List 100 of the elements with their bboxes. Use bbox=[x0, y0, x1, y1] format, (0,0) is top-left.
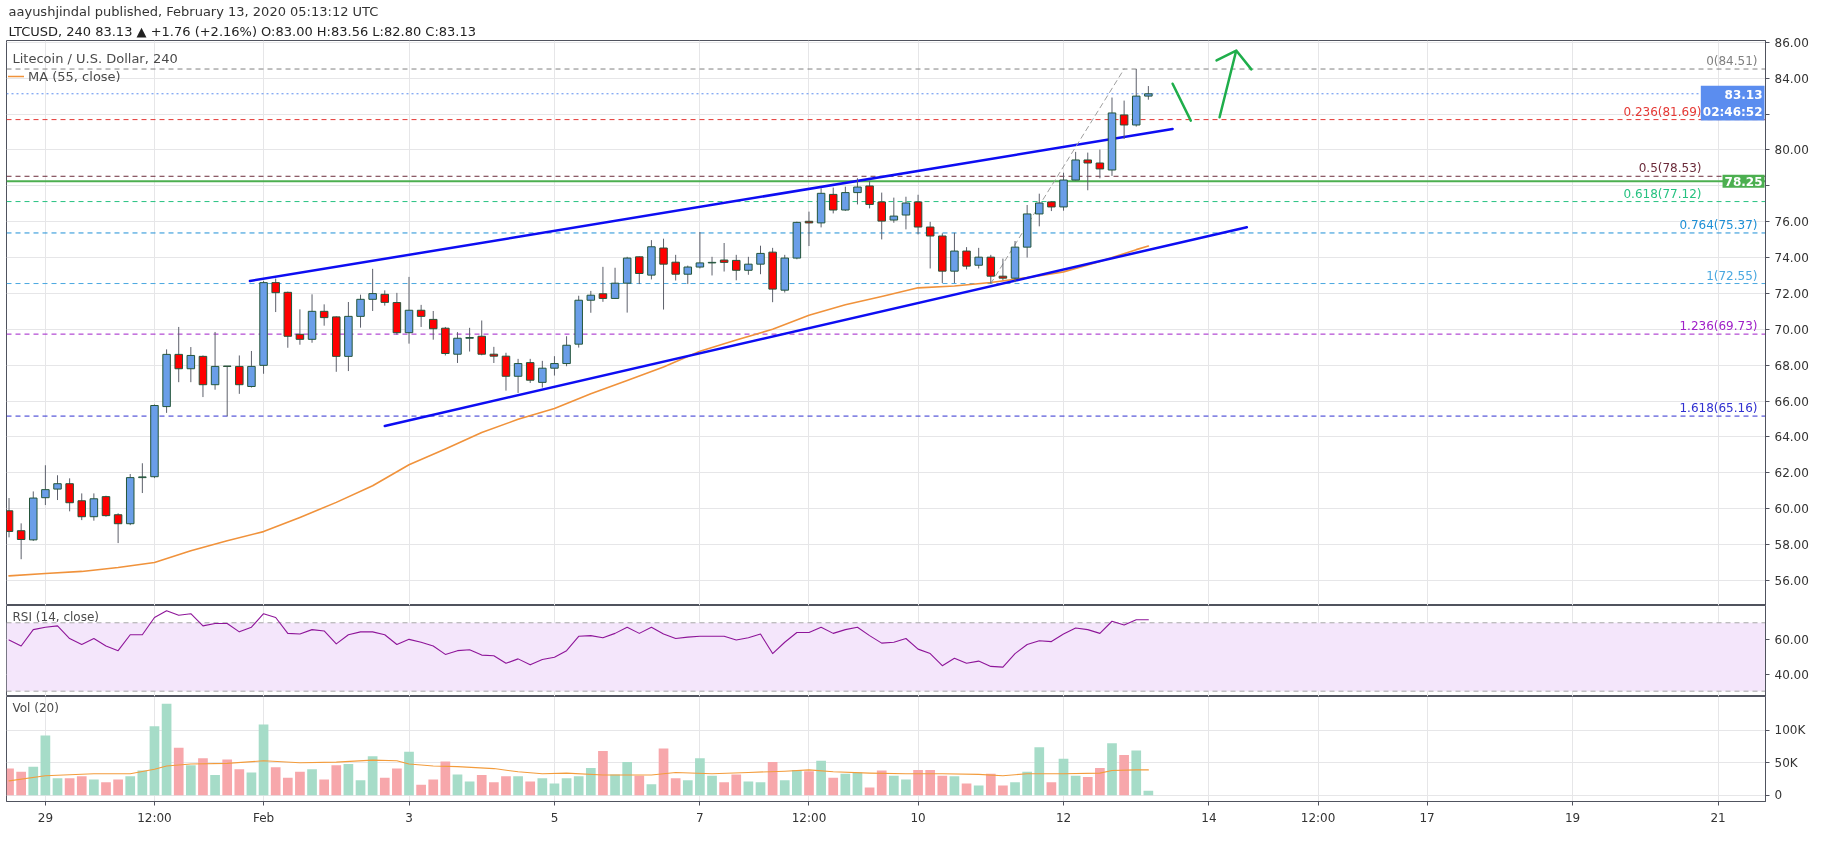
y-tick-label: 68.00 bbox=[1774, 358, 1809, 373]
candlestick bbox=[222, 365, 232, 417]
candlestick bbox=[671, 254, 680, 281]
y-tick-label: 86.00 bbox=[1774, 35, 1809, 50]
ref-line-label: 0(84.51) bbox=[1706, 54, 1758, 69]
bar bbox=[392, 768, 402, 796]
y-tick-label: 62.00 bbox=[1774, 466, 1809, 481]
bar bbox=[767, 762, 778, 796]
candlestick bbox=[89, 492, 99, 522]
bar bbox=[367, 756, 378, 796]
bar bbox=[998, 785, 1008, 796]
y-tick-label: 66.00 bbox=[1774, 394, 1809, 409]
candlestick bbox=[465, 327, 474, 353]
bar bbox=[985, 773, 996, 796]
bar bbox=[416, 784, 426, 796]
candlestick bbox=[368, 268, 377, 312]
candlestick bbox=[550, 355, 559, 377]
candlestick bbox=[501, 352, 511, 392]
y-tick-label: 80.00 bbox=[1774, 143, 1809, 158]
candlestick bbox=[950, 232, 959, 284]
y-tick-label: 76.00 bbox=[1774, 215, 1809, 230]
bar bbox=[210, 775, 220, 796]
candlestick bbox=[901, 196, 911, 230]
candlestick bbox=[562, 335, 571, 367]
ref-line-label: 83.13 02:46:52 bbox=[1702, 87, 1763, 119]
bar bbox=[913, 769, 923, 796]
candlestick bbox=[186, 346, 196, 383]
bar bbox=[185, 765, 196, 796]
bar bbox=[307, 769, 317, 796]
ref-line-label: 1.618(65.16) bbox=[1679, 401, 1758, 416]
line-series bbox=[8, 759, 1149, 782]
bar bbox=[1119, 754, 1129, 796]
legend-label: MA (55, close) bbox=[28, 68, 121, 84]
ref-line-label: 0.5(78.53) bbox=[1638, 161, 1702, 176]
bar bbox=[331, 765, 342, 796]
bar bbox=[101, 782, 111, 796]
candlestick bbox=[356, 294, 365, 329]
bar bbox=[888, 775, 899, 796]
candlestick bbox=[635, 255, 644, 285]
ref-line-label: 1(72.55) bbox=[1706, 268, 1758, 283]
candlestick bbox=[732, 254, 741, 281]
bar bbox=[585, 767, 596, 796]
y-tick-label: 58.00 bbox=[1774, 538, 1809, 553]
text: aayushjindal published, February 13, 2020 05:13:12 UTC bbox=[8, 3, 379, 19]
bar bbox=[840, 773, 851, 796]
x-tick-label: 3 bbox=[405, 810, 413, 825]
bar bbox=[561, 778, 572, 796]
candlestick bbox=[804, 211, 814, 247]
x-tick-label: 12 bbox=[1055, 810, 1072, 825]
bar bbox=[16, 771, 26, 796]
ref-line-label: 0.236(81.69) bbox=[1623, 104, 1702, 119]
candlestick bbox=[598, 266, 608, 303]
candlestick bbox=[138, 462, 147, 494]
candlestick bbox=[41, 464, 50, 506]
bar bbox=[658, 748, 669, 796]
bar bbox=[852, 772, 863, 796]
text: RSI (14, close) bbox=[12, 609, 99, 624]
x-tick-label: 10 bbox=[910, 810, 926, 825]
candlestick bbox=[65, 477, 74, 512]
x-tick-label: 21 bbox=[1710, 810, 1726, 825]
bar bbox=[901, 779, 911, 796]
ref-line-label: 1.236(69.73) bbox=[1679, 319, 1758, 334]
candlestick bbox=[986, 254, 996, 285]
bar bbox=[501, 776, 511, 796]
bar bbox=[864, 787, 875, 796]
x-tick-label: 5 bbox=[550, 810, 559, 825]
bar bbox=[925, 769, 936, 796]
y-tick-label: 84.00 bbox=[1774, 71, 1809, 86]
bar bbox=[222, 759, 233, 796]
candlestick bbox=[6, 497, 14, 538]
candlestick bbox=[659, 238, 668, 311]
y-tick-label: 100K bbox=[1774, 723, 1807, 738]
y-tick-label: 60.00 bbox=[1774, 502, 1809, 517]
candlestick bbox=[889, 197, 899, 224]
bar bbox=[282, 777, 293, 796]
line-series bbox=[8, 610, 1149, 668]
bar bbox=[573, 776, 584, 796]
x-tick-label: 12:00 bbox=[1300, 810, 1336, 825]
bar bbox=[719, 782, 729, 796]
bar bbox=[1107, 743, 1117, 796]
candlestick bbox=[877, 192, 886, 240]
ref-line-label: 0.618(77.12) bbox=[1623, 186, 1702, 201]
text: Litecoin / U.S. Dollar, 240 bbox=[12, 50, 178, 66]
bar bbox=[610, 774, 620, 796]
y-tick-label: 60.00 bbox=[1774, 633, 1809, 648]
candlestick bbox=[319, 303, 329, 327]
candlestick bbox=[610, 267, 620, 300]
bar bbox=[1046, 782, 1057, 796]
candlestick bbox=[53, 474, 62, 501]
candlestick bbox=[925, 221, 935, 269]
bar bbox=[513, 776, 523, 796]
y-tick-label: 40.00 bbox=[1774, 667, 1809, 682]
x-tick-label: Feb bbox=[252, 810, 275, 825]
bar bbox=[476, 775, 487, 796]
bar bbox=[525, 781, 536, 796]
x-tick-label: 12:00 bbox=[791, 810, 827, 825]
y-tick-label: 50K bbox=[1774, 755, 1799, 770]
bar bbox=[682, 780, 693, 796]
bar bbox=[295, 771, 305, 796]
candlestick bbox=[295, 308, 305, 346]
